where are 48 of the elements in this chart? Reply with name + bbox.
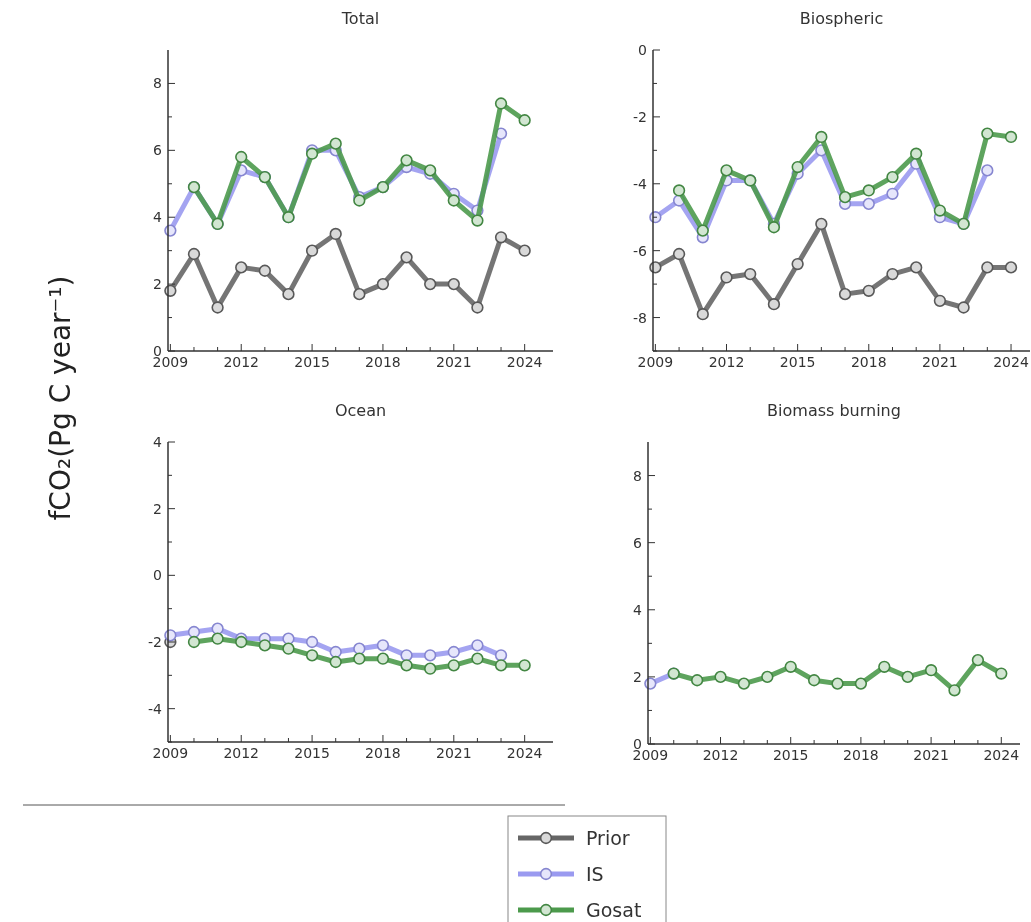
y-tick-label: 4 [153,434,163,450]
legend-label: IS [586,863,604,885]
x-tick-label: 2009 [152,745,189,761]
y-tick-label: -2 [633,108,647,125]
y-tick-label: -4 [148,700,163,717]
y-axis-title: fCO₂(Pg C year⁻¹) [44,275,77,521]
x-tick-label: 2012 [708,354,745,370]
y-tick-label: 2 [153,500,162,517]
x-tick-label: 2021 [913,747,949,763]
x-tick-label: 2024 [506,745,543,761]
x-tick-label: 2015 [772,747,809,763]
x-tick-label: 2009 [637,354,674,370]
y-tick-label: 4 [153,209,163,226]
x-tick-label: 2021 [435,745,472,761]
chart-title: Biomass burning [767,401,901,420]
legend-label: Gosat [586,899,642,921]
x-tick-label: 2012 [223,354,260,370]
x-tick-label: 2018 [365,745,401,761]
y-tick-label: -8 [633,309,647,326]
y-tick-label: 8 [633,467,642,484]
y-tick-label: 0 [638,42,647,58]
x-tick-label: 2012 [702,747,739,763]
y-tick-label: 8 [153,75,162,92]
legend-label: Prior [586,827,630,849]
x-tick-label: 2012 [223,745,260,761]
chart-title: Biospheric [799,9,884,28]
y-tick-label: -6 [633,242,648,259]
y-tick-label: 2 [153,276,162,293]
x-tick-label: 2021 [922,354,958,370]
x-tick-label: 2024 [993,354,1029,370]
x-tick-label: 2024 [983,747,1020,763]
y-tick-label: 0 [153,567,162,584]
x-tick-label: 2021 [435,354,472,370]
x-tick-label: 2015 [294,745,330,761]
x-tick-label: 2024 [506,354,543,370]
x-tick-label: 2015 [779,354,816,370]
chart-title: Ocean [334,401,387,420]
y-tick-label: 6 [153,142,163,159]
x-tick-label: 2018 [850,354,887,370]
y-tick-label: -2 [148,634,162,650]
x-tick-label: 2015 [294,354,330,370]
chart-title: Total [340,9,380,28]
y-tick-label: 6 [633,534,643,551]
y-tick-label: 2 [633,668,642,685]
x-tick-label: 2018 [843,747,879,763]
y-tick-label: -4 [633,175,648,192]
x-tick-label: 2018 [365,354,401,370]
y-tick-label: 4 [633,601,643,618]
